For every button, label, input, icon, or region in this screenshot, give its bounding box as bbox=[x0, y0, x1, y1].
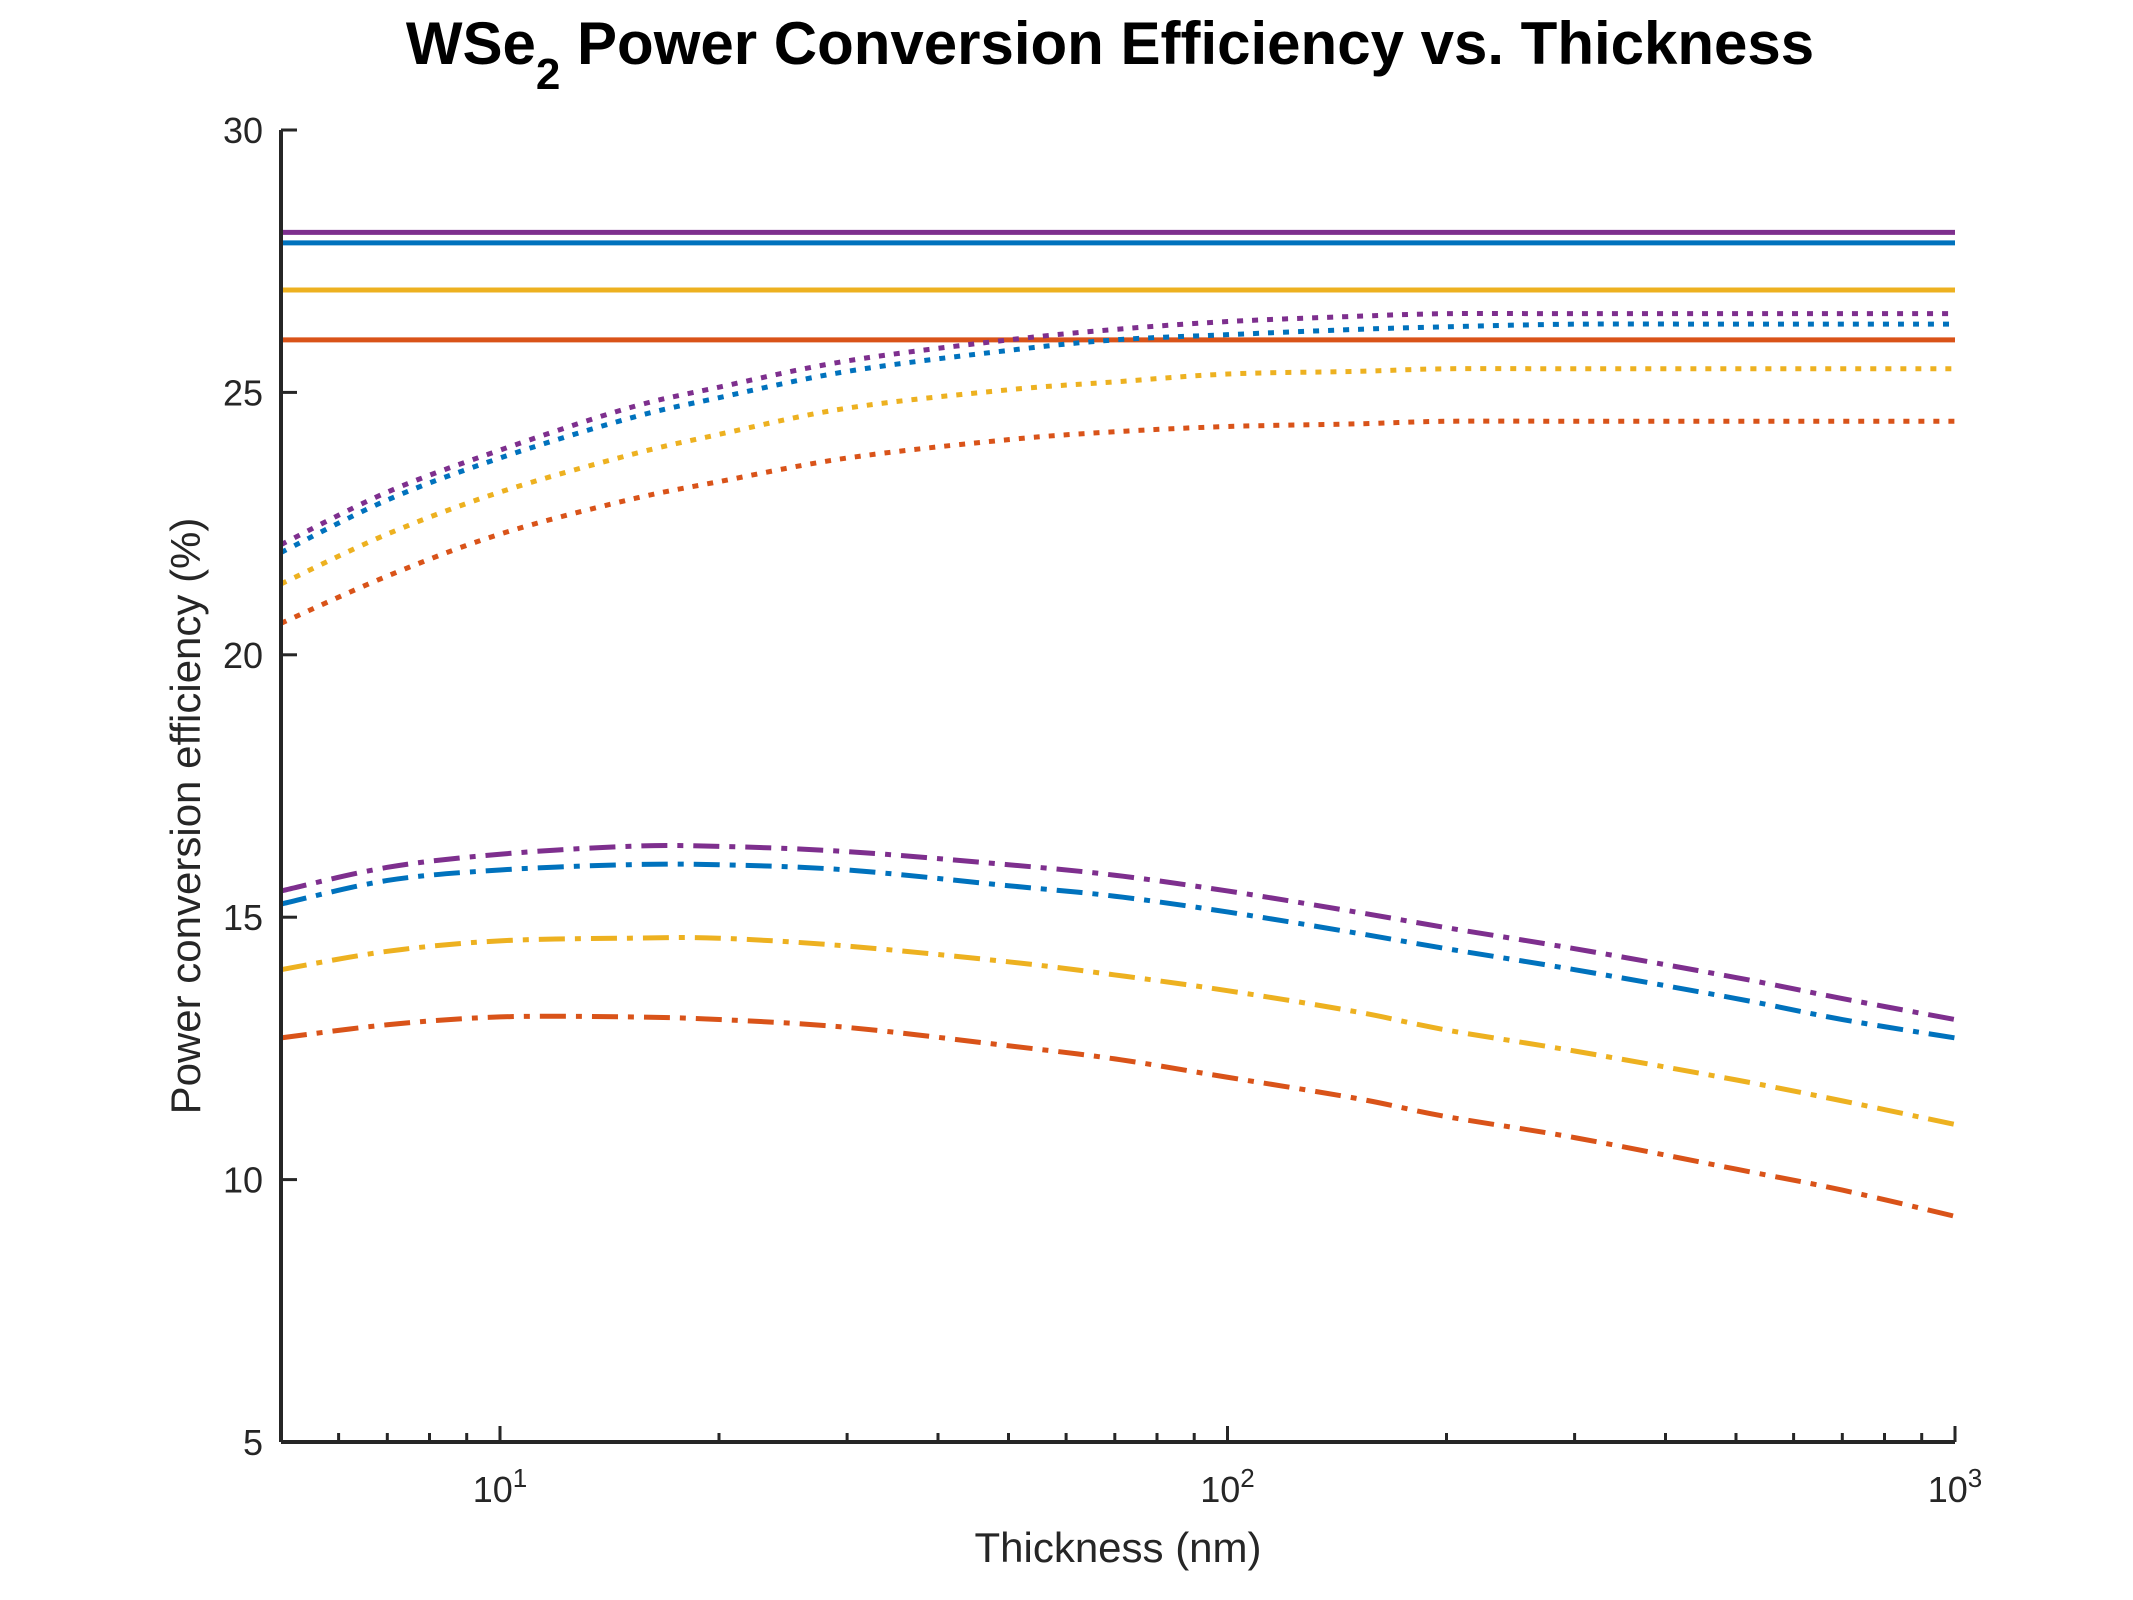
axes: 5 10 15 20 25 30 101 102 103 bbox=[223, 110, 1982, 1510]
y-ticks: 5 10 15 20 25 30 bbox=[223, 110, 297, 1463]
chart-title-main: WSe bbox=[406, 10, 536, 77]
y-tick-label: 25 bbox=[223, 372, 263, 413]
y-axis-label: Power conversion efficiency (%) bbox=[162, 518, 209, 1115]
y-tick-label: 5 bbox=[243, 1422, 263, 1463]
x-tick-label: 101 bbox=[473, 1463, 528, 1510]
series-layer bbox=[279, 229, 1956, 1219]
y-tick-label: 15 bbox=[223, 897, 263, 938]
y-tick-label: 30 bbox=[223, 110, 263, 151]
series-line-dashdot-9 bbox=[280, 843, 1956, 1022]
y-tick-label: 10 bbox=[223, 1160, 263, 1201]
series-line-dashdot-11 bbox=[280, 934, 1956, 1127]
series-line-dotted-8 bbox=[279, 418, 1955, 626]
x-ticks: 101 102 103 bbox=[279, 1426, 1983, 1510]
series-line-dashdot-12 bbox=[280, 1013, 1956, 1219]
x-tick-label: 103 bbox=[1928, 1463, 1983, 1510]
series-line-dotted-7 bbox=[279, 366, 1955, 587]
plot-area bbox=[279, 229, 1956, 1219]
series-line-dotted-6 bbox=[279, 321, 1955, 555]
chart-title-rest: Power Conversion Efficiency vs. Thicknes… bbox=[560, 10, 1814, 77]
series-line-dotted-5 bbox=[279, 310, 1955, 547]
x-tick-label: 102 bbox=[1200, 1463, 1255, 1510]
x-axis-label: Thickness (nm) bbox=[974, 1524, 1261, 1571]
series-line-dashdot-10 bbox=[280, 861, 1956, 1041]
chart-title-subscript: 2 bbox=[536, 50, 560, 99]
chart-title: WSe2 Power Conversion Efficiency vs. Thi… bbox=[406, 10, 1814, 99]
y-tick-label: 20 bbox=[223, 635, 263, 676]
